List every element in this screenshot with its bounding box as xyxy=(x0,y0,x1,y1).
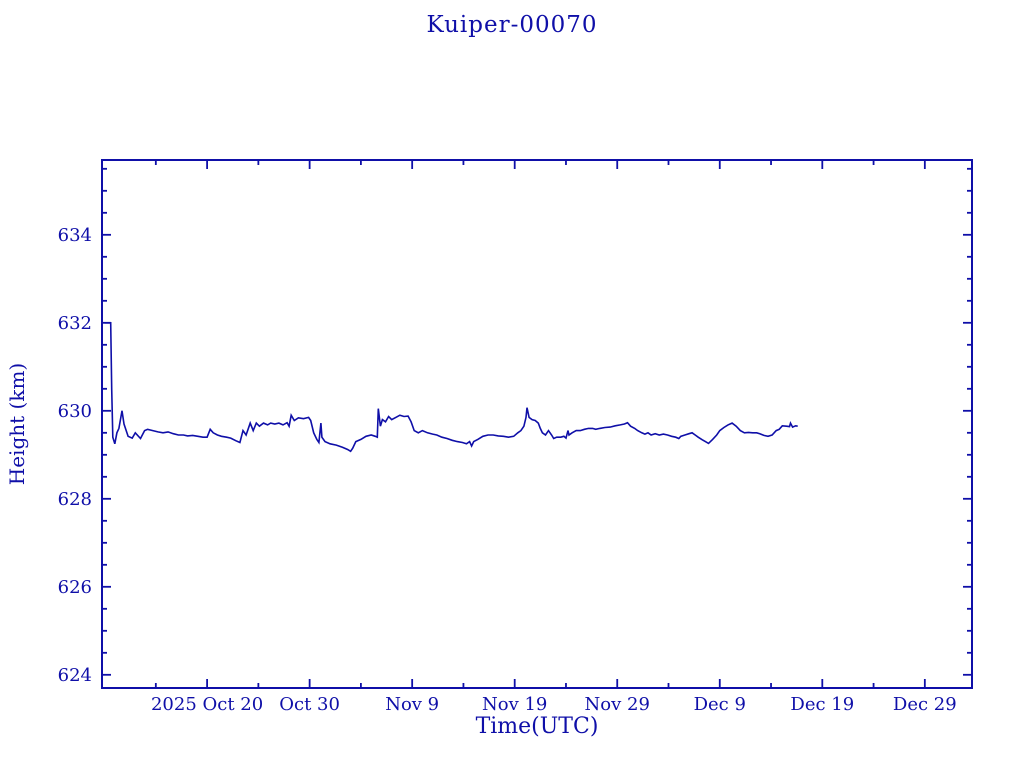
x-tick-label: Nov 9 xyxy=(385,694,439,715)
x-tick-label: Oct 30 xyxy=(279,694,340,715)
y-tick-label: 634 xyxy=(58,225,92,246)
y-tick-label: 630 xyxy=(58,401,92,422)
y-tick-label: 628 xyxy=(58,489,92,510)
axes-box xyxy=(101,159,973,689)
x-tick-labels: 2025 Oct 20 Oct 30 Nov 9 Nov 19 Nov 29 Dec 9 D… xyxy=(151,694,957,715)
data-line xyxy=(104,321,798,453)
y-tick-labels: 634 632 630 628 626 624 xyxy=(58,225,92,686)
x-tick-label: Dec 19 xyxy=(790,694,854,715)
axis-ticks xyxy=(102,160,972,688)
x-tick-label: Dec 9 xyxy=(694,694,746,715)
x-tick-label: Nov 29 xyxy=(585,694,650,715)
x-axis-label: Time(UTC) xyxy=(475,714,599,739)
x-tick-label: Dec 29 xyxy=(893,694,957,715)
x-tick-label: 2025 Oct 20 xyxy=(151,694,263,715)
x-tick-label: Nov 19 xyxy=(482,694,547,715)
chart-title: Kuiper-00070 xyxy=(426,12,598,38)
y-tick-label: 626 xyxy=(58,577,92,598)
y-tick-label: 632 xyxy=(58,313,92,334)
y-tick-label: 624 xyxy=(58,665,92,686)
